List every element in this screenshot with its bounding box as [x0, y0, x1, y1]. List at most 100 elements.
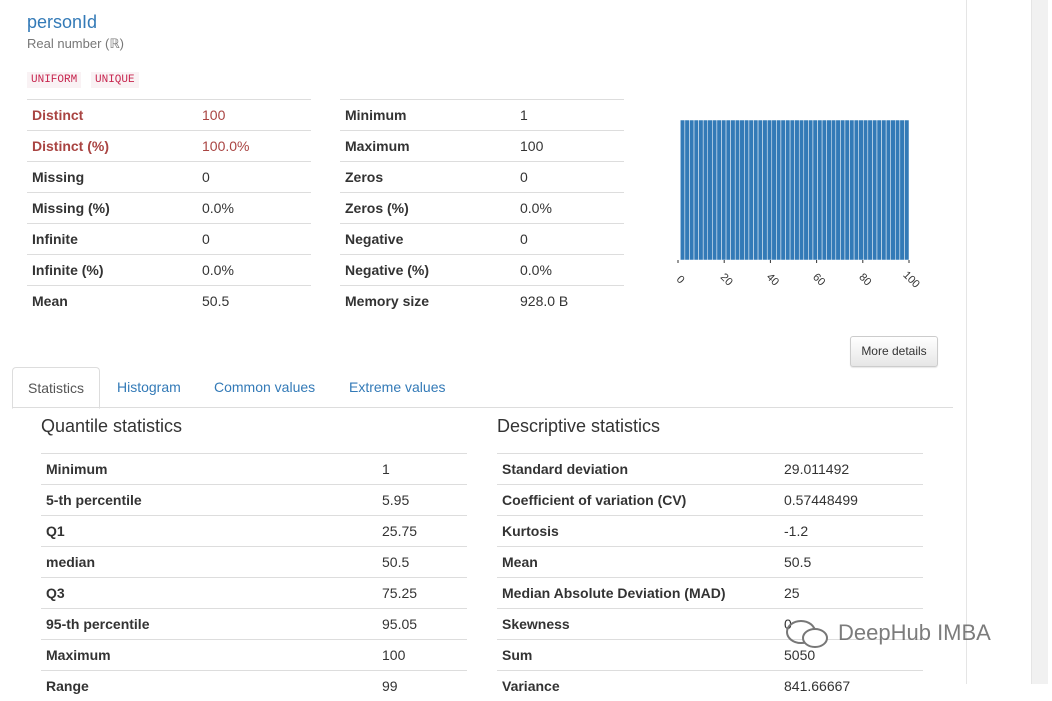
bar [699, 120, 704, 260]
bar [818, 120, 823, 260]
label: Range [41, 671, 377, 701]
value: 50.5 [779, 547, 923, 578]
x-tick-label: 80 [856, 271, 873, 288]
label: Negative (%) [340, 255, 515, 286]
tab[interactable]: Statistics [12, 367, 100, 409]
bar [685, 120, 690, 260]
value: 100 [197, 100, 311, 131]
bar [822, 120, 827, 260]
x-tick-label: 0 [674, 273, 687, 286]
tab[interactable]: Extreme values [334, 367, 460, 407]
value: 0 [197, 162, 311, 193]
bar [804, 120, 809, 260]
value: 0.0% [515, 255, 624, 286]
label: Memory size [340, 286, 515, 317]
bar [735, 120, 740, 260]
row: Infinite (%)0.0% [27, 255, 311, 286]
page: personId Real number (ℝ) UNIFORM UNIQUE … [0, 0, 1052, 684]
tab-underline [12, 407, 953, 408]
label: Distinct (%) [27, 131, 197, 162]
label: Kurtosis [497, 516, 779, 547]
label: Minimum [340, 100, 515, 131]
label: Infinite (%) [27, 255, 197, 286]
label: Mean [27, 286, 197, 317]
tab[interactable]: Histogram [102, 367, 196, 407]
label: Negative [340, 224, 515, 255]
bar [891, 120, 896, 260]
bar [731, 120, 736, 260]
x-tick-label: 20 [718, 271, 735, 288]
tag: UNIFORM [27, 72, 81, 88]
bar [680, 120, 685, 260]
bar [689, 120, 694, 260]
bar [776, 120, 781, 260]
value: 95.05 [377, 609, 467, 640]
bar [813, 120, 818, 260]
tag: UNIQUE [91, 72, 139, 88]
value: 0 [515, 224, 624, 255]
section-title: Descriptive statistics [497, 416, 660, 437]
bar [717, 120, 722, 260]
label: Zeros [340, 162, 515, 193]
bar [772, 120, 777, 260]
bar [808, 120, 813, 260]
bar [767, 120, 772, 260]
bar [868, 120, 873, 260]
label: Q1 [41, 516, 377, 547]
value: 0.57448499 [779, 485, 923, 516]
label: Median Absolute Deviation (MAD) [497, 578, 779, 609]
bar [781, 120, 786, 260]
label: Variance [497, 671, 779, 701]
label: Maximum [41, 640, 377, 671]
bar [900, 120, 905, 260]
value: 5.95 [377, 485, 467, 516]
label: Distinct [27, 100, 197, 131]
x-tick-label: 100 [900, 269, 921, 290]
value: 50.5 [377, 547, 467, 578]
value: 100.0% [197, 131, 311, 162]
bar [831, 120, 836, 260]
bar [859, 120, 864, 260]
label: median [41, 547, 377, 578]
row: Distinct (%)100.0% [27, 131, 311, 162]
variable-name[interactable]: personId [27, 12, 97, 33]
bar [854, 120, 859, 260]
bar [836, 120, 841, 260]
scrollbar[interactable] [1031, 0, 1048, 684]
bar [886, 120, 891, 260]
value: 1 [377, 454, 467, 485]
label: 95-th percentile [41, 609, 377, 640]
value: 1 [515, 100, 624, 131]
label: Coefficient of variation (CV) [497, 485, 779, 516]
bar [827, 120, 832, 260]
bar [882, 120, 887, 260]
bar [726, 120, 731, 260]
bar [795, 120, 800, 260]
more-details-button[interactable]: More details [850, 336, 938, 367]
value: 841.66667 [779, 671, 923, 701]
tab[interactable]: Common values [199, 367, 330, 407]
row: Median Absolute Deviation (MAD)25 [497, 578, 923, 609]
bar [895, 120, 900, 260]
value: 75.25 [377, 578, 467, 609]
row: Negative (%)0.0% [340, 255, 624, 286]
bar [872, 120, 877, 260]
bar [740, 120, 745, 260]
label: Standard deviation [497, 454, 779, 485]
value: 0.0% [515, 193, 624, 224]
